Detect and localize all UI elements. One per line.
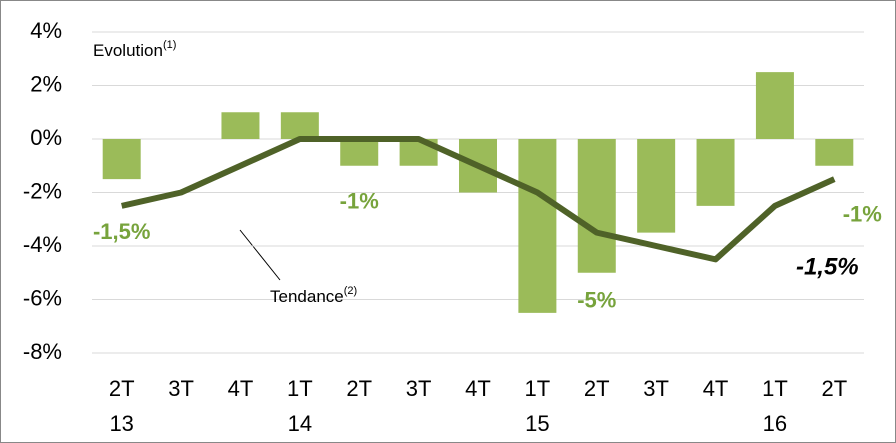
y-tick-label: -8% [23, 339, 62, 364]
bar [696, 139, 735, 206]
x-tick-label: 4T [228, 376, 254, 401]
x-tick-label: 2T [109, 376, 135, 401]
bar [280, 112, 319, 139]
bar [340, 139, 379, 166]
series-note: (1) [163, 39, 176, 51]
leader-line [239, 229, 281, 281]
series-label: Evolution(1) [93, 39, 176, 61]
series-label: Tendance(2) [270, 285, 357, 307]
series-note: (2) [344, 285, 357, 297]
y-tick-label: 2% [30, 71, 62, 96]
value-label: -1% [340, 189, 379, 214]
x-tick-label: 1T [762, 376, 788, 401]
x-tick-label: 2T [821, 376, 847, 401]
y-tick-label: -2% [23, 178, 62, 203]
y-tick-label: 0% [30, 125, 62, 150]
y-tick-label: 4% [30, 18, 62, 43]
bar [221, 112, 260, 139]
series-name: Evolution [93, 41, 163, 60]
x-year-label: 13 [109, 411, 133, 436]
value-label: -1,5% [93, 219, 150, 244]
x-tick-label: 2T [584, 376, 610, 401]
bar [518, 139, 557, 313]
value-label: -1% [843, 202, 882, 227]
bar [815, 139, 854, 166]
x-tick-label: 4T [703, 376, 729, 401]
series-name: Tendance [270, 287, 344, 306]
x-tick-label: 3T [643, 376, 669, 401]
x-tick-label: 1T [287, 376, 313, 401]
x-tick-label: 1T [525, 376, 551, 401]
x-year-label: 14 [288, 411, 312, 436]
y-tick-label: -6% [23, 285, 62, 310]
x-year-label: 15 [525, 411, 549, 436]
y-tick-label: -4% [23, 232, 62, 257]
value-label: -5% [577, 288, 616, 313]
value-label: -1,5% [796, 253, 859, 280]
bar [637, 139, 676, 233]
x-tick-label: 4T [465, 376, 491, 401]
x-year-label: 16 [763, 411, 787, 436]
bar [577, 139, 616, 273]
x-tick-label: 2T [346, 376, 372, 401]
trend-line [121, 136, 836, 263]
x-tick-label: 3T [168, 376, 194, 401]
x-tick-label: 3T [406, 376, 432, 401]
bar [102, 139, 141, 180]
bar [755, 72, 794, 139]
